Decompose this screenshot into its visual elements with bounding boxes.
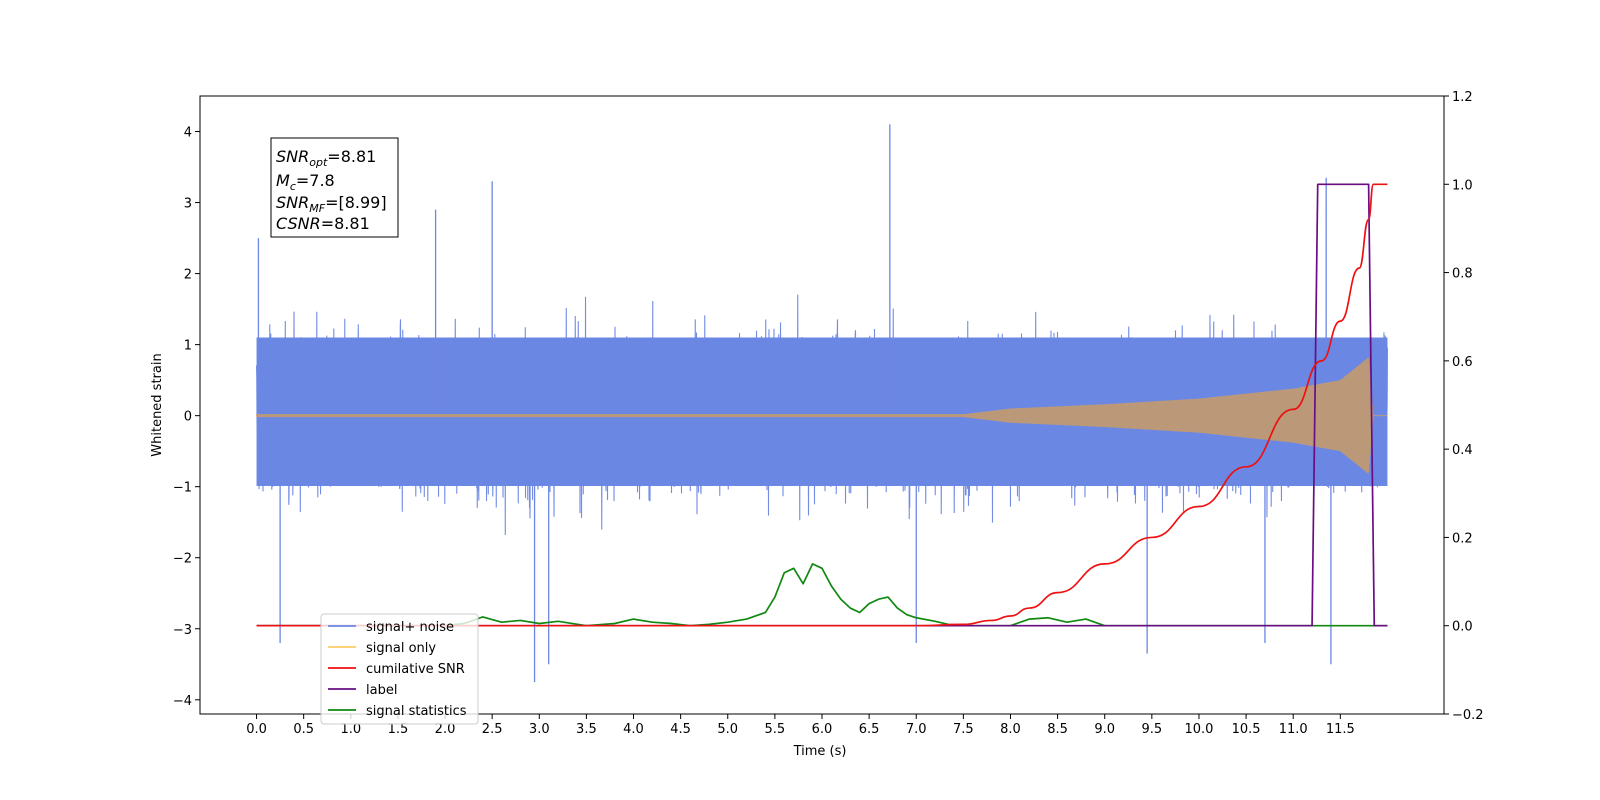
y2-tick-label: 1.0 [1452, 178, 1473, 193]
y-tick-label: −1 [173, 481, 192, 496]
y-tick-label: 2 [184, 268, 192, 283]
x-tick-label: 9.0 [1094, 722, 1115, 737]
y-tick-label: 1 [184, 339, 192, 354]
series-signal-only [256, 357, 1388, 474]
csnr-value: =8.81 [321, 214, 370, 233]
x-tick-label: 5.5 [765, 722, 786, 737]
y-axis-ticks: −4 −3 −2 −1 0 1 2 3 4 [173, 126, 200, 709]
legend-label: cumilative SNR [366, 662, 465, 677]
x-tick-label: 10.0 [1184, 722, 1213, 737]
y-tick-label: −4 [173, 694, 192, 709]
y-axis-label: Whitened strain [150, 353, 165, 456]
csnr-text: CSNR=8.81 [276, 214, 370, 233]
x-tick-label: 3.0 [529, 722, 550, 737]
x-tick-label: 0.5 [293, 722, 314, 737]
y2-tick-label: 0.2 [1452, 531, 1473, 546]
legend-label: signal+ noise [366, 620, 454, 635]
snr-mf-value: =[8.99] [325, 193, 387, 212]
x-tick-label: 5.0 [717, 722, 738, 737]
label-line [256, 183, 1388, 627]
x-tick-label: 0.0 [246, 722, 267, 737]
y-tick-label: 0 [184, 410, 192, 425]
snr-mf-text: SNRMF=[8.99] [276, 193, 387, 215]
x-tick-label: 2.5 [482, 722, 503, 737]
x-tick-label: 6.0 [812, 722, 833, 737]
signal-statistics-line [256, 563, 1388, 627]
signal-only-line [256, 357, 1388, 474]
plot-area [256, 124, 1388, 683]
y-tick-label: −3 [173, 623, 192, 638]
x-tick-label: 6.5 [859, 722, 880, 737]
mc-value: =7.8 [296, 171, 335, 190]
x-tick-label: 4.0 [623, 722, 644, 737]
snr-info-box: SNRopt=8.81 Mc=7.8 SNRMF=[8.99] CSNR=8.8… [270, 137, 399, 238]
cumilative-snr-line [256, 183, 1388, 627]
x-axis-ticks: 0.0 0.5 1.0 1.5 2.0 2.5 3.0 3.5 4.0 4.5 5.0 5.5 6.0 6… [246, 714, 1355, 737]
y-tick-label: 4 [184, 126, 192, 141]
info-box-frame [270, 137, 399, 238]
y2-axis-ticks: −0.2 0.0 0.2 0.4 0.6 0.8 1.0 1.2 [1444, 90, 1484, 723]
y2-tick-label: 0.6 [1452, 355, 1473, 370]
x-tick-label: 1.5 [388, 722, 409, 737]
y2-tick-label: 0.4 [1452, 443, 1473, 458]
legend-label: label [366, 683, 397, 698]
snr-opt-text: SNRopt=8.81 [276, 147, 376, 169]
x-tick-label: 7.5 [953, 722, 974, 737]
legend-label: signal only [366, 641, 436, 656]
x-tick-label: 9.5 [1142, 722, 1163, 737]
legend-frame [320, 613, 479, 725]
y-tick-label: −2 [173, 552, 192, 567]
x-tick-label: 10.5 [1232, 722, 1261, 737]
x-tick-label: 7.0 [906, 722, 927, 737]
mc-text: Mc=7.8 [276, 171, 335, 193]
x-tick-label: 11.0 [1279, 722, 1308, 737]
y2-tick-label: 0.0 [1452, 620, 1473, 635]
y2-tick-label: −0.2 [1452, 708, 1484, 723]
y2-tick-label: 1.2 [1452, 90, 1473, 105]
x-tick-label: 8.5 [1047, 722, 1068, 737]
x-tick-label: 2.0 [435, 722, 456, 737]
x-axis-label: Time (s) [793, 744, 847, 759]
x-tick-label: 3.5 [576, 722, 597, 737]
legend-label: signal statistics [366, 704, 467, 719]
right-axis-series [256, 183, 1388, 627]
y-tick-label: 3 [184, 197, 192, 212]
x-tick-label: 11.5 [1326, 722, 1355, 737]
x-tick-label: 1.0 [340, 722, 361, 737]
snr-opt-value: =8.81 [327, 147, 376, 166]
x-tick-label: 8.0 [1000, 722, 1021, 737]
y2-tick-label: 0.8 [1452, 267, 1473, 282]
legend: signal+ noise signal only cumilative SNR la… [320, 613, 479, 725]
x-tick-label: 4.5 [670, 722, 691, 737]
